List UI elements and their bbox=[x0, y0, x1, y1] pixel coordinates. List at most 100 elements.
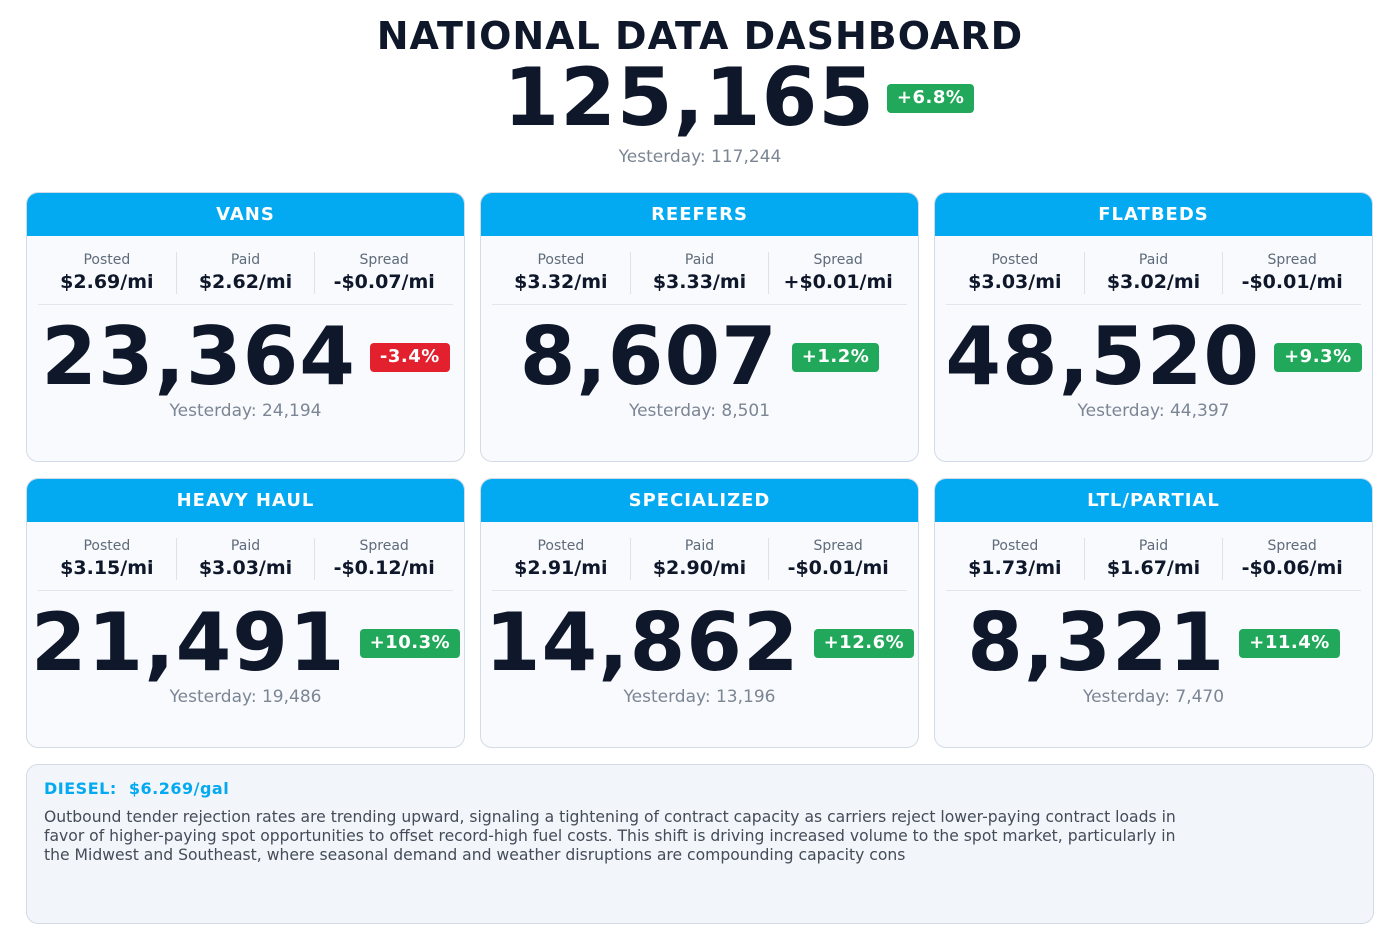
card-title: SPECIALIZED bbox=[481, 479, 918, 522]
equipment-cards-grid: VANS Posted $2.69/mi Paid $2.62/mi Sprea… bbox=[26, 192, 1374, 748]
paid-label: Paid bbox=[230, 538, 261, 554]
load-count-row: 14,862 +12.6% bbox=[481, 597, 918, 689]
card-title: FLATBEDS bbox=[935, 193, 1372, 236]
load-count-row: 8,321 +11.4% bbox=[935, 597, 1372, 689]
diesel-value: $6.269/gal bbox=[128, 779, 230, 798]
load-count-value: 21,491 bbox=[30, 596, 346, 689]
posted-metric: Posted $2.69/mi bbox=[38, 252, 177, 294]
load-count-value: 8,607 bbox=[519, 310, 778, 403]
load-count-value: 14,862 bbox=[484, 596, 800, 689]
change-badge: +11.4% bbox=[1239, 628, 1340, 658]
card-title: VANS bbox=[27, 193, 464, 236]
equipment-card-ltl-partial: LTL/PARTIAL Posted $1.73/mi Paid $1.67/m… bbox=[934, 478, 1373, 748]
card-title: LTL/PARTIAL bbox=[935, 479, 1372, 522]
total-loads-row: 125,165 +6.8% bbox=[0, 51, 1400, 144]
diesel-price: DIESEL: $6.269/gal bbox=[44, 779, 1356, 799]
dashboard-header: NATIONAL DATA DASHBOARD 125,165 +6.8% Ye… bbox=[0, 14, 1400, 168]
card-title: REEFERS bbox=[481, 193, 918, 236]
spread-label: Spread bbox=[359, 252, 409, 268]
change-badge: +9.3% bbox=[1274, 342, 1362, 372]
rate-metrics: Posted $3.15/mi Paid $3.03/mi Spread -$0… bbox=[38, 522, 453, 591]
posted-value: $3.32/mi bbox=[514, 271, 608, 293]
posted-value: $3.03/mi bbox=[968, 271, 1062, 293]
load-count-row: 8,607 +1.2% bbox=[481, 311, 918, 403]
page-title: NATIONAL DATA DASHBOARD bbox=[376, 14, 1024, 58]
equipment-card-flatbeds: FLATBEDS Posted $3.03/mi Paid $3.02/mi S… bbox=[934, 192, 1373, 462]
paid-label: Paid bbox=[1138, 252, 1169, 268]
posted-metric: Posted $3.03/mi bbox=[946, 252, 1085, 294]
paid-metric: Paid $3.03/mi bbox=[177, 538, 316, 580]
load-count-value: 8,321 bbox=[967, 596, 1226, 689]
spread-value: -$0.01/mi bbox=[787, 557, 889, 579]
posted-metric: Posted $2.91/mi bbox=[492, 538, 631, 580]
spread-label: Spread bbox=[1267, 538, 1317, 554]
change-badge: +1.2% bbox=[791, 342, 880, 372]
equipment-card-reefers: REEFERS Posted $3.32/mi Paid $3.33/mi Sp… bbox=[480, 192, 919, 462]
posted-metric: Posted $1.73/mi bbox=[946, 538, 1085, 580]
change-badge: +10.3% bbox=[359, 628, 461, 658]
rate-metrics: Posted $2.91/mi Paid $2.90/mi Spread -$0… bbox=[492, 522, 907, 591]
diesel-spacer bbox=[117, 779, 129, 798]
spread-value: -$0.01/mi bbox=[1241, 271, 1343, 293]
spread-metric: Spread -$0.07/mi bbox=[315, 252, 453, 294]
spread-value: -$0.06/mi bbox=[1241, 557, 1343, 579]
paid-value: $3.02/mi bbox=[1106, 271, 1201, 293]
paid-metric: Paid $2.90/mi bbox=[631, 538, 770, 580]
posted-metric: Posted $3.15/mi bbox=[38, 538, 177, 580]
spread-label: Spread bbox=[1267, 252, 1317, 268]
change-badge: -3.4% bbox=[369, 342, 450, 372]
spread-label: Spread bbox=[813, 252, 863, 268]
posted-metric: Posted $3.32/mi bbox=[492, 252, 631, 294]
rate-metrics: Posted $1.73/mi Paid $1.67/mi Spread -$0… bbox=[946, 522, 1361, 591]
posted-label: Posted bbox=[83, 538, 131, 554]
change-badge: +12.6% bbox=[813, 628, 915, 658]
equipment-card-vans: VANS Posted $2.69/mi Paid $2.62/mi Sprea… bbox=[26, 192, 465, 462]
paid-metric: Paid $1.67/mi bbox=[1085, 538, 1224, 580]
paid-value: $1.67/mi bbox=[1106, 557, 1201, 579]
total-yesterday-text: Yesterday: 117,244 bbox=[618, 147, 782, 167]
posted-label: Posted bbox=[537, 538, 585, 554]
card-title: HEAVY HAUL bbox=[27, 479, 464, 522]
market-commentary-panel: DIESEL: $6.269/gal Outbound tender rejec… bbox=[26, 764, 1374, 924]
paid-label: Paid bbox=[684, 252, 715, 268]
paid-metric: Paid $3.33/mi bbox=[631, 252, 770, 294]
yesterday-text: Yesterday: 7,470 bbox=[1082, 687, 1225, 707]
paid-value: $3.33/mi bbox=[652, 271, 747, 293]
spread-label: Spread bbox=[359, 538, 409, 554]
posted-value: $2.91/mi bbox=[514, 557, 608, 579]
spread-metric: Spread -$0.06/mi bbox=[1223, 538, 1361, 580]
load-count-value: 23,364 bbox=[41, 310, 356, 403]
total-loads-value: 125,165 bbox=[503, 51, 875, 144]
paid-label: Paid bbox=[684, 538, 715, 554]
posted-value: $1.73/mi bbox=[968, 557, 1062, 579]
paid-label: Paid bbox=[230, 252, 261, 268]
yesterday-text: Yesterday: 13,196 bbox=[623, 687, 776, 707]
spread-metric: Spread +$0.01/mi bbox=[769, 252, 907, 294]
yesterday-text: Yesterday: 19,486 bbox=[169, 687, 322, 707]
yesterday-text: Yesterday: 8,501 bbox=[628, 401, 771, 421]
posted-value: $3.15/mi bbox=[60, 557, 154, 579]
equipment-card-specialized: SPECIALIZED Posted $2.91/mi Paid $2.90/m… bbox=[480, 478, 919, 748]
spread-value: -$0.07/mi bbox=[333, 271, 435, 293]
diesel-label: DIESEL: bbox=[44, 779, 117, 798]
posted-value: $2.69/mi bbox=[60, 271, 154, 293]
posted-label: Posted bbox=[83, 252, 131, 268]
spread-value: -$0.12/mi bbox=[333, 557, 435, 579]
paid-metric: Paid $3.02/mi bbox=[1085, 252, 1224, 294]
posted-label: Posted bbox=[991, 538, 1039, 554]
paid-metric: Paid $2.62/mi bbox=[177, 252, 316, 294]
posted-label: Posted bbox=[991, 252, 1039, 268]
paid-label: Paid bbox=[1138, 538, 1169, 554]
equipment-card-heavy-haul: HEAVY HAUL Posted $3.15/mi Paid $3.03/mi… bbox=[26, 478, 465, 748]
yesterday-text: Yesterday: 24,194 bbox=[169, 401, 322, 421]
paid-value: $2.90/mi bbox=[652, 557, 747, 579]
rate-metrics: Posted $3.32/mi Paid $3.33/mi Spread +$0… bbox=[492, 236, 907, 305]
spread-metric: Spread -$0.01/mi bbox=[1223, 252, 1361, 294]
yesterday-text: Yesterday: 44,397 bbox=[1077, 401, 1230, 421]
paid-value: $2.62/mi bbox=[198, 271, 293, 293]
rate-metrics: Posted $2.69/mi Paid $2.62/mi Spread -$0… bbox=[38, 236, 453, 305]
load-count-row: 48,520 +9.3% bbox=[935, 311, 1372, 403]
paid-value: $3.03/mi bbox=[198, 557, 293, 579]
commentary-text: Outbound tender rejection rates are tren… bbox=[44, 808, 1176, 864]
spread-value: +$0.01/mi bbox=[783, 271, 893, 293]
